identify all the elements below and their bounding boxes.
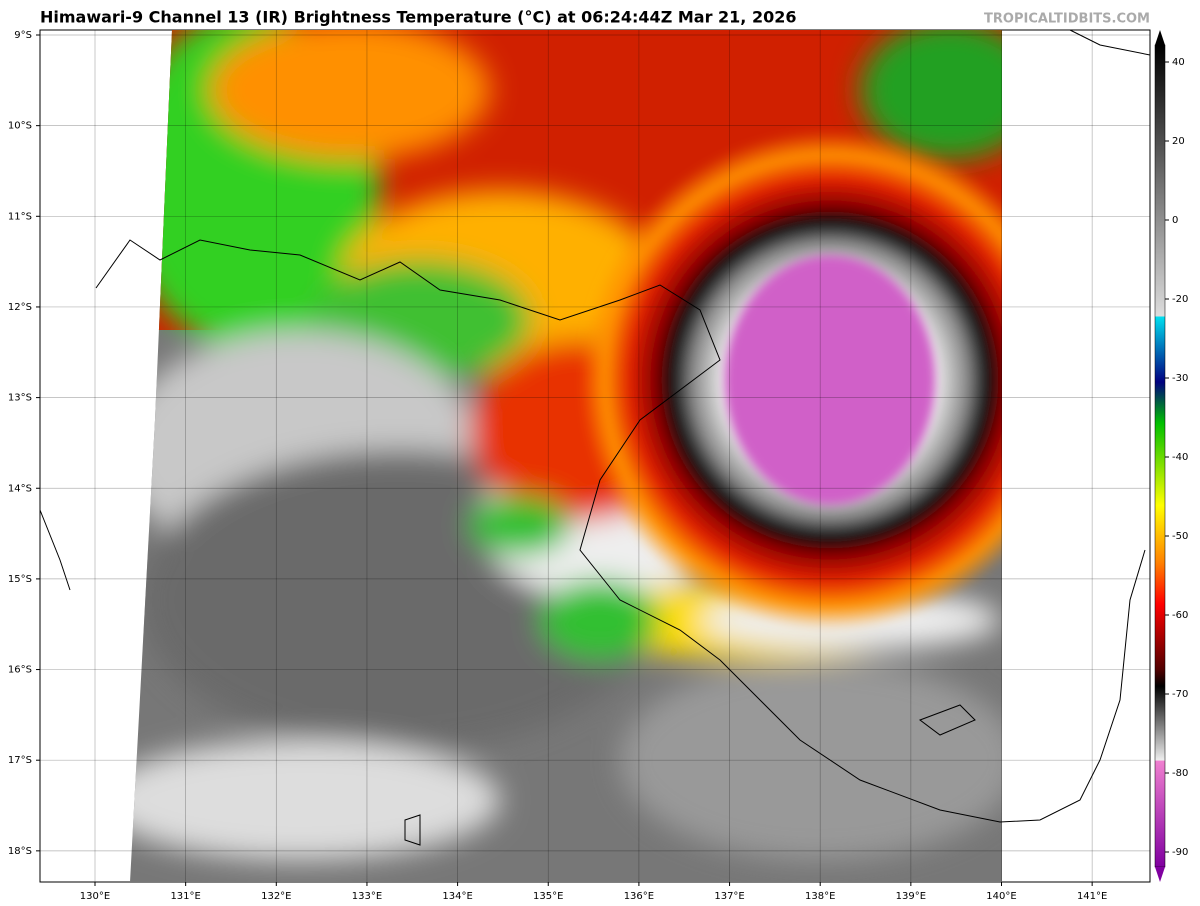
- colorbar-label: -40: [1172, 452, 1188, 463]
- title: Himawari-9 Channel 13 (IR) Brightness Te…: [40, 8, 796, 27]
- lon-label: 141°E: [1077, 891, 1107, 902]
- colorbar-label: -60: [1172, 610, 1188, 621]
- lat-label: 11°S: [8, 211, 32, 222]
- lon-label: 130°E: [80, 891, 110, 902]
- lat-label: 9°S: [14, 30, 32, 41]
- colorbar-label: 0: [1172, 215, 1178, 226]
- satellite-imagery: [130, 30, 1002, 882]
- lon-label: 134°E: [442, 891, 472, 902]
- lon-label: 131°E: [170, 891, 200, 902]
- colorbar-label: -30: [1172, 373, 1188, 384]
- lon-label: 140°E: [986, 891, 1016, 902]
- colorbar: [1154, 44, 1166, 868]
- watermark: TROPICALTIDBITS.COM: [984, 12, 1150, 27]
- colorbar-label: -90: [1172, 847, 1188, 858]
- colorbar-label: -20: [1172, 294, 1188, 305]
- lon-label: 136°E: [624, 891, 654, 902]
- colorbar-label: -70: [1172, 689, 1188, 700]
- lat-label: 16°S: [8, 665, 32, 676]
- coastline: [39, 29, 1151, 846]
- lat-label: 14°S: [8, 483, 32, 494]
- lon-label: 133°E: [352, 891, 382, 902]
- lon-label: 132°E: [261, 891, 291, 902]
- lat-label: 12°S: [8, 302, 32, 313]
- lon-label: 139°E: [896, 891, 926, 902]
- colorbar-label: -50: [1172, 531, 1188, 542]
- lat-label: 17°S: [8, 755, 32, 766]
- colorbar-extend: [1155, 30, 1165, 45]
- lon-label: 138°E: [805, 891, 835, 902]
- lon-label: 137°E: [714, 891, 744, 902]
- colorbar-label: 20: [1172, 136, 1185, 147]
- colorbar-extend: [1155, 867, 1165, 882]
- colorbar-label: 40: [1172, 57, 1185, 68]
- lat-label: 10°S: [8, 121, 32, 132]
- colorbar-label: -80: [1172, 768, 1188, 779]
- lat-label: 15°S: [8, 574, 32, 585]
- lat-label: 18°S: [8, 846, 32, 857]
- lat-label: 13°S: [8, 393, 32, 404]
- lon-label: 135°E: [533, 891, 563, 902]
